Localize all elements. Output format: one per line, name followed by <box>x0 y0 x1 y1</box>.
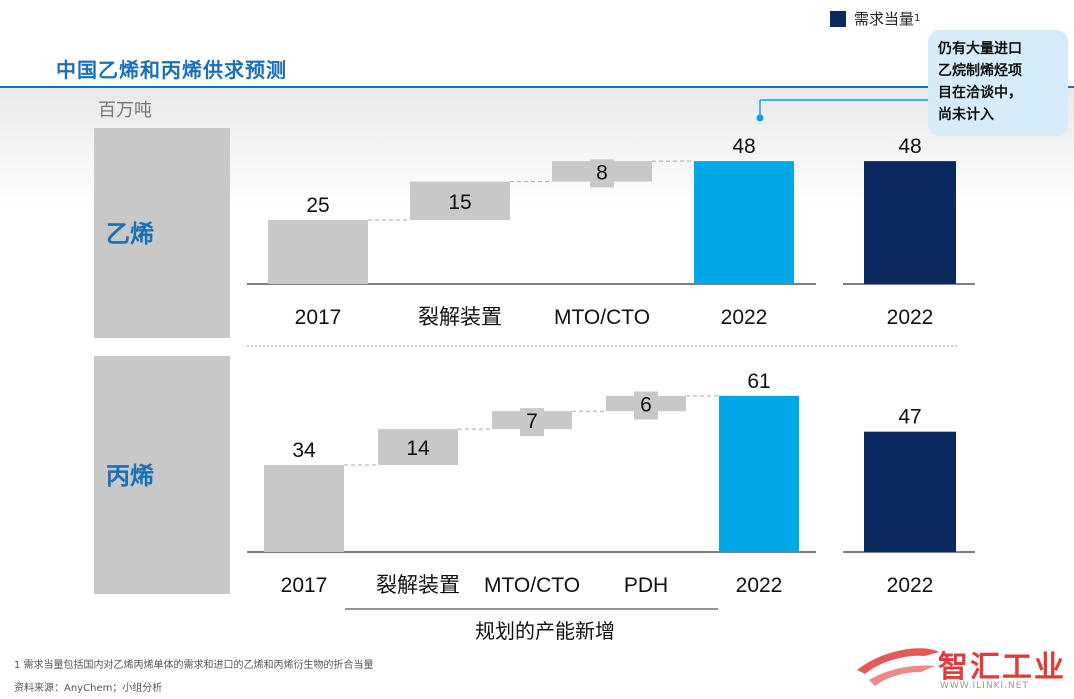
source-note: 资料来源：AnyChem；小组分析 <box>14 683 163 694</box>
category-label: 2022 <box>721 306 768 329</box>
watermark-logo-icon <box>857 648 939 686</box>
demand-bar <box>864 161 956 284</box>
total-supply-bar <box>694 161 794 284</box>
row-label: 丙烯 <box>106 461 154 490</box>
row-label-panel <box>94 128 230 338</box>
callout-line: 仍有大量进口 <box>938 41 1022 57</box>
data-label: 47 <box>898 406 921 429</box>
data-label: 48 <box>732 135 755 158</box>
group-label: 规划的产能新增 <box>475 619 615 643</box>
total-supply-bar <box>719 395 799 552</box>
start-bar <box>264 464 344 552</box>
data-label: 8 <box>596 161 608 184</box>
category-label: 2017 <box>281 574 328 597</box>
category-label: MTO/CTO <box>484 574 580 597</box>
unit-label: 百万吨 <box>98 100 152 121</box>
legend-swatch <box>830 10 846 27</box>
row-label-panel <box>94 356 230 594</box>
increment-bar <box>410 181 510 220</box>
data-label: 48 <box>898 135 921 158</box>
data-label: 34 <box>292 439 316 462</box>
page-title: 中国乙烯和丙烯供求预测 <box>56 58 287 82</box>
callout-line: 乙烷制烯烃项 <box>938 63 1022 79</box>
legend-superscript: 1 <box>914 13 921 24</box>
callout-line: 尚未计入 <box>938 107 994 123</box>
data-label: 7 <box>526 410 538 433</box>
footnote: 1 需求当量包括国内对乙烯丙烯单体的需求和进口的乙烯和丙烯衍生物的折合当量 <box>14 660 374 671</box>
data-label: 25 <box>306 194 329 217</box>
demand-bar <box>864 431 956 552</box>
category-label: 2022 <box>887 306 934 329</box>
title-rule <box>0 86 1074 88</box>
category-label: MTO/CTO <box>554 306 650 329</box>
callout-box: 仍有大量进口 乙烷制烯烃项 目在洽谈中， 尚未计入 <box>928 30 1068 136</box>
legend: 需求当量 1 <box>830 8 920 29</box>
watermark-name: 智汇工业 <box>938 650 1066 685</box>
data-label: 15 <box>448 191 471 214</box>
callout-pointer-dot <box>756 114 764 122</box>
category-label: 2022 <box>887 574 934 597</box>
data-label-bg <box>590 159 614 188</box>
data-label-bg <box>634 391 658 420</box>
data-label: 6 <box>640 394 652 417</box>
category-label: PDH <box>624 574 668 597</box>
watermark-url: WWW.ILINKI.NET <box>940 681 1029 691</box>
category-label: 2017 <box>295 306 342 329</box>
data-label: 61 <box>747 370 770 393</box>
row-label: 乙烯 <box>106 219 154 248</box>
data-label-bg <box>520 408 544 437</box>
legend-label: 需求当量 <box>854 10 915 28</box>
callout-line: 目在洽谈中， <box>938 85 1022 101</box>
data-label: 14 <box>406 437 430 460</box>
category-label: 裂解装置 <box>376 573 460 597</box>
start-bar <box>268 220 368 284</box>
category-label: 2022 <box>736 574 783 597</box>
category-label: 裂解装置 <box>418 305 502 329</box>
increment-bar <box>378 429 458 465</box>
